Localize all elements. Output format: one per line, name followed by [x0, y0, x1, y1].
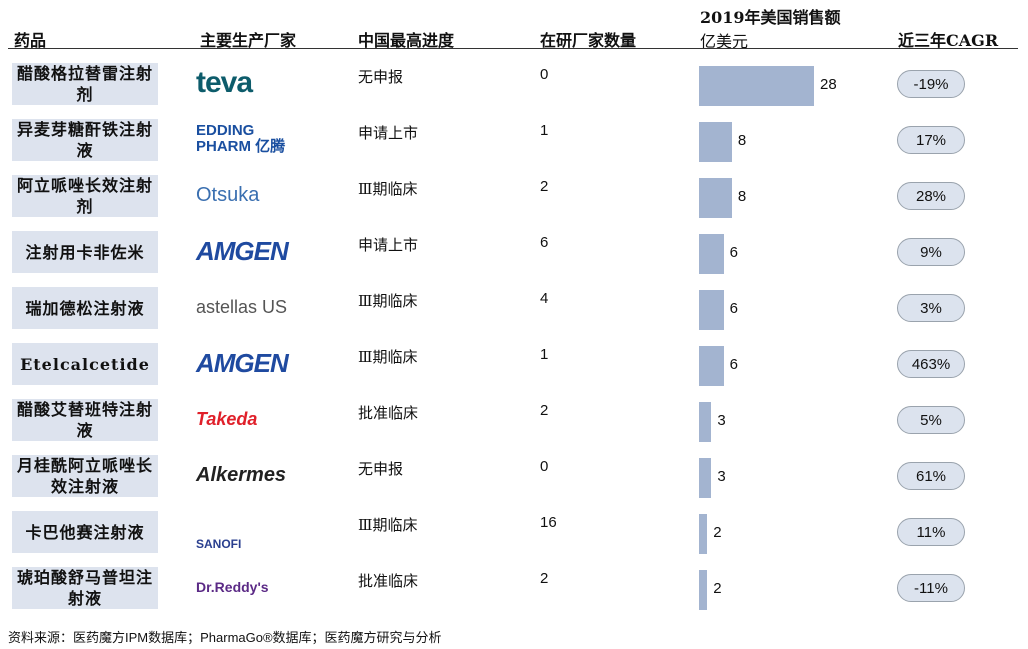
- count: 0: [540, 458, 549, 475]
- sales-value: 6: [729, 300, 738, 317]
- sales-value: 6: [729, 244, 738, 261]
- sales-value: 3: [717, 468, 726, 485]
- cagr: 61%: [897, 462, 965, 490]
- header: 中国最高进度: [358, 31, 455, 50]
- sales-bar: [699, 570, 708, 610]
- maker-logo: Takeda: [196, 408, 258, 429]
- maker-logo: AMGEN: [196, 347, 289, 378]
- stage: Ⅲ期临床: [358, 292, 418, 310]
- header-unit: 亿美元: [700, 34, 749, 51]
- maker-logo: Otsuka: [196, 183, 260, 206]
- sales-bar: [699, 514, 708, 554]
- stage: Ⅲ期临床: [358, 516, 418, 534]
- count: 6: [540, 234, 549, 251]
- drug-name: 月桂酰阿立哌唑长效注射液: [12, 455, 158, 497]
- footer: 资料来源：医药魔方IPM数据库；PharmaGo®数据库；医药魔方研究与分析: [8, 630, 442, 645]
- sales-value: 8: [737, 132, 747, 149]
- maker-logo: astellas US: [196, 296, 288, 317]
- header: 近三年CAGR: [898, 31, 999, 50]
- drug-name: 注射用卡非佐米: [12, 231, 158, 273]
- cagr: 9%: [897, 238, 965, 266]
- sales-bar: [699, 122, 732, 162]
- stage: 申请上市: [358, 124, 419, 142]
- sales-bar: [699, 290, 724, 330]
- cagr: -11%: [897, 574, 965, 602]
- count: 2: [540, 570, 549, 587]
- header: 药品: [14, 31, 47, 50]
- count: 1: [540, 346, 549, 363]
- cagr: 28%: [897, 182, 965, 210]
- maker-logo: SANOFI: [196, 537, 242, 551]
- maker-logo: Dr.Reddy's: [196, 579, 269, 595]
- stage: 批准临床: [358, 404, 419, 422]
- drug-name: 异麦芽糖酐铁注射液: [12, 119, 158, 161]
- cagr: 17%: [897, 126, 965, 154]
- drug-name: 阿立哌唑长效注射剂: [12, 175, 158, 217]
- maker-logo: Alkermes: [196, 463, 287, 486]
- stage: Ⅲ期临床: [358, 348, 418, 366]
- cagr: 5%: [897, 406, 965, 434]
- drug-name: 琥珀酸舒马普坦注射液: [12, 567, 158, 609]
- sales-bar: [699, 402, 712, 442]
- sales-bar: [699, 458, 712, 498]
- drug-name: 醋酸格拉替雷注射剂: [12, 63, 158, 105]
- stage: 批准临床: [358, 572, 419, 590]
- header: 在研厂家数量: [540, 31, 637, 50]
- drug-name: 醋酸艾替班特注射液: [12, 399, 158, 441]
- header: 主要生产厂家: [200, 31, 297, 50]
- sales-bar: [699, 178, 732, 218]
- stage: Ⅲ期临床: [358, 180, 418, 198]
- count: 4: [540, 290, 549, 307]
- sales-value: 8: [737, 188, 747, 205]
- sales-value: 2: [713, 580, 722, 597]
- stage: 无申报: [358, 68, 404, 86]
- cagr: 463%: [897, 350, 965, 378]
- count: 2: [540, 402, 549, 419]
- maker-logo: teva: [196, 66, 253, 99]
- stage: 申请上市: [358, 236, 419, 254]
- count: 0: [540, 66, 549, 83]
- sales-bar: [699, 234, 724, 274]
- cagr: 11%: [897, 518, 965, 546]
- sales-value: 2: [713, 524, 722, 541]
- sales-value: 3: [717, 412, 726, 429]
- drug-name: 瑞加德松注射液: [12, 287, 158, 329]
- count: 16: [540, 514, 557, 531]
- header-rule: [8, 48, 1018, 49]
- drug-name: 卡巴他赛注射液: [12, 511, 158, 553]
- sales-bar: [699, 346, 724, 386]
- sales-value: 6: [729, 356, 738, 373]
- count: 2: [540, 178, 549, 195]
- sales-bar: [699, 66, 814, 106]
- sales-value: 28: [820, 76, 837, 93]
- cagr: -19%: [897, 70, 965, 98]
- stage: 无申报: [358, 460, 404, 478]
- count: 1: [540, 122, 549, 139]
- maker-logo: AMGEN: [196, 235, 289, 266]
- drug-name: Etelcalcetide: [12, 343, 158, 385]
- maker-logo: EDDING PHARM 亿腾: [196, 122, 286, 155]
- cagr: 3%: [897, 294, 965, 322]
- header: 2019年美国销售额: [700, 8, 841, 27]
